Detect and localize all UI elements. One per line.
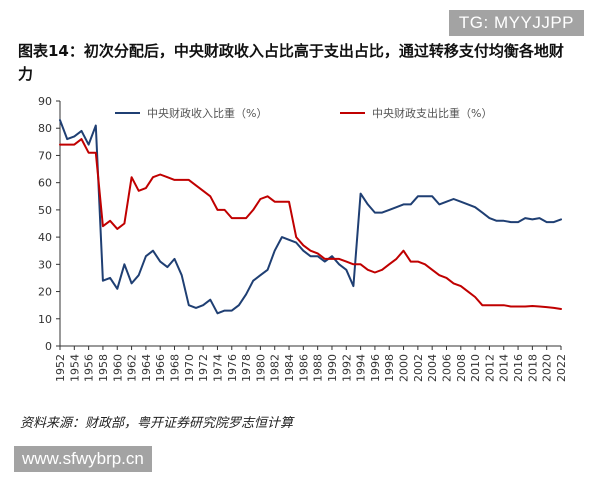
x-tick-label: 1970 bbox=[183, 354, 196, 382]
x-tick-label: 2018 bbox=[526, 354, 539, 382]
x-tick-label: 2006 bbox=[440, 354, 453, 382]
x-tick-label: 1958 bbox=[97, 354, 110, 382]
x-axis: 1952 1954 1956 1958 1960 1962 1964 1966 1968 1970… bbox=[54, 345, 568, 382]
x-tick-label: 2004 bbox=[426, 354, 439, 382]
x-tick-label: 1954 bbox=[68, 354, 81, 382]
x-tick-label: 1988 bbox=[312, 354, 325, 382]
series-line-expenditure bbox=[59, 138, 562, 310]
x-tick-label: 2008 bbox=[455, 354, 468, 382]
watermark-top: TG: MYYJJPP bbox=[448, 10, 584, 36]
x-tick-label: 1984 bbox=[283, 354, 296, 382]
y-tick-label: 30 bbox=[38, 258, 52, 271]
x-tick-label: 1992 bbox=[340, 354, 353, 382]
x-tick-label: 2020 bbox=[541, 354, 554, 382]
watermark-bottom: www.sfwybrp.cn bbox=[14, 446, 152, 472]
x-tick-label: 2000 bbox=[398, 354, 411, 382]
x-tick-label: 1968 bbox=[169, 354, 182, 382]
x-tick-label: 1962 bbox=[126, 354, 139, 382]
x-tick-label: 2022 bbox=[555, 354, 568, 382]
y-tick-label: 40 bbox=[38, 231, 52, 244]
x-tick-label: 1982 bbox=[269, 354, 282, 382]
x-tick-label: 1976 bbox=[226, 354, 239, 382]
y-tick-label: 0 bbox=[45, 340, 52, 353]
legend-label: 中央财政收入比重（%） bbox=[147, 106, 267, 120]
x-tick-label: 1996 bbox=[369, 354, 382, 382]
x-tick-label: 1966 bbox=[154, 354, 167, 382]
x-tick-label: 2014 bbox=[498, 354, 511, 382]
x-tick-label: 2010 bbox=[469, 354, 482, 382]
y-tick-label: 20 bbox=[38, 286, 52, 299]
chart-title: 图表14：初次分配后，中央财政收入占比高于支出占比，通过转移支付均衡各地财力 bbox=[18, 42, 564, 83]
x-tick-label: 1986 bbox=[297, 354, 310, 382]
x-tick-label: 1980 bbox=[254, 354, 267, 382]
x-tick-label: 1972 bbox=[197, 354, 210, 382]
y-tick-label: 60 bbox=[38, 177, 52, 190]
x-tick-label: 1994 bbox=[355, 354, 368, 382]
x-tick-label: 2012 bbox=[483, 354, 496, 382]
y-tick-label: 90 bbox=[38, 95, 52, 108]
series-line-revenue bbox=[59, 119, 562, 315]
x-tick-label: 1998 bbox=[383, 354, 396, 382]
x-tick-label: 1956 bbox=[83, 354, 96, 382]
x-tick-label: 1978 bbox=[240, 354, 253, 382]
x-tick-label: 2002 bbox=[412, 354, 425, 382]
y-tick-label: 80 bbox=[38, 122, 52, 135]
line-chart: 0 10 20 30 40 50 60 70 80 90 1952 1954 1956 1958 1960… bbox=[38, 95, 568, 382]
x-tick-label: 1952 bbox=[54, 354, 67, 382]
legend-label: 中央财政支出比重（%） bbox=[372, 106, 492, 120]
series-layer bbox=[59, 119, 562, 315]
x-tick-label: 1960 bbox=[111, 354, 124, 382]
x-tick-label: 2016 bbox=[512, 354, 525, 382]
y-tick-label: 70 bbox=[38, 149, 52, 162]
y-tick-label: 10 bbox=[38, 313, 52, 326]
x-tick-label: 1974 bbox=[211, 354, 224, 382]
x-tick-label: 1990 bbox=[326, 354, 339, 382]
legend: 中央财政收入比重（%） 中央财政支出比重（%） bbox=[115, 106, 492, 120]
y-tick-label: 50 bbox=[38, 204, 52, 217]
y-axis: 0 10 20 30 40 50 60 70 80 90 bbox=[38, 95, 61, 353]
source-note: 资料来源：财政部，粤开证券研究院罗志恒计算 bbox=[20, 416, 294, 431]
x-tick-label: 1964 bbox=[140, 354, 153, 382]
